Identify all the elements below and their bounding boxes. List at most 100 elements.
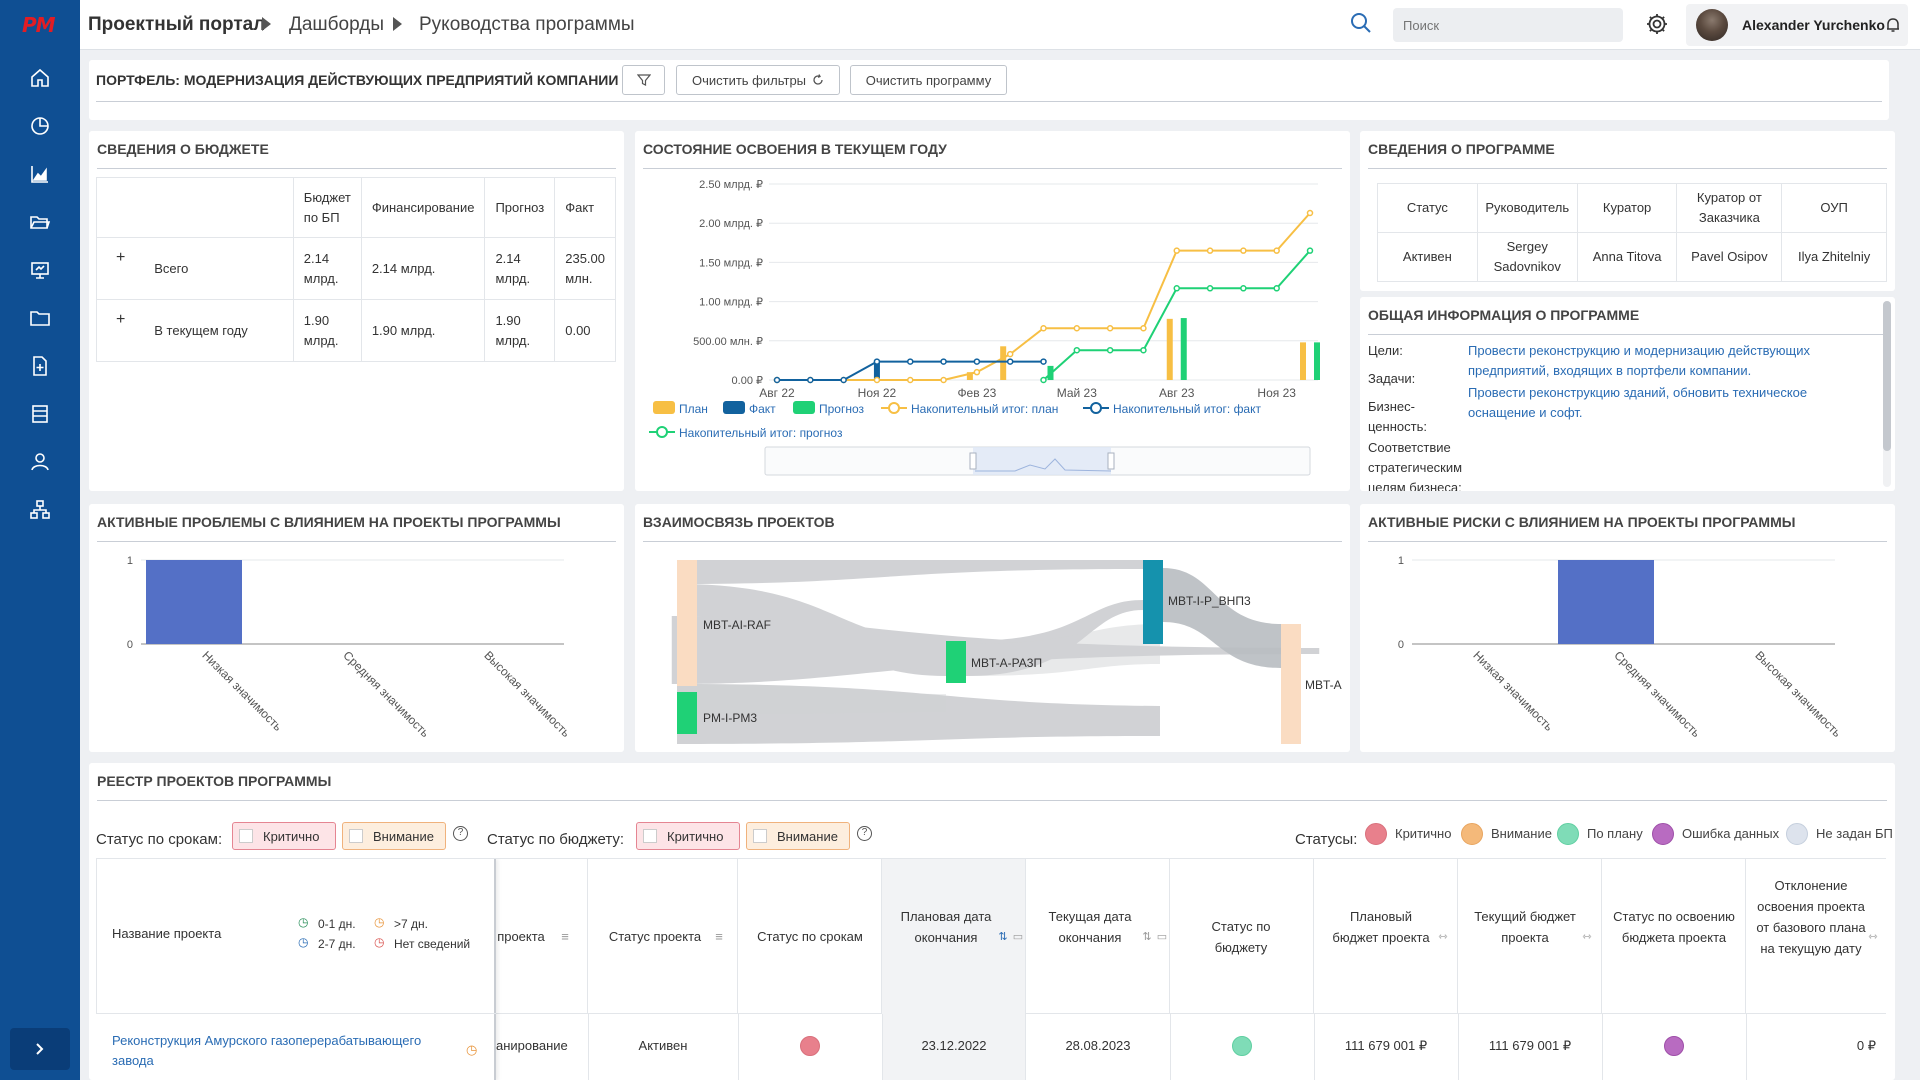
series-point[interactable]	[1106, 346, 1114, 354]
legend-label[interactable]: Прогноз	[819, 402, 865, 416]
sort-lines-icon[interactable]: ≡	[715, 929, 723, 944]
add-document-icon[interactable]	[28, 354, 52, 378]
column-header[interactable]: Отклонение освоения проекта от базового …	[1756, 878, 1866, 956]
presentation-icon[interactable]	[28, 258, 52, 282]
series-point[interactable]	[1306, 209, 1314, 217]
sort-lines-icon[interactable]: ≡	[561, 929, 569, 944]
expand-row-button[interactable]: +	[96, 237, 145, 300]
breadcrumb-portal[interactable]: Проектный портал	[88, 14, 266, 35]
search-icon[interactable]	[1350, 12, 1372, 34]
legend-swatch[interactable]	[793, 401, 815, 414]
legend-label[interactable]: Накопительный итог: факт	[1113, 402, 1261, 416]
sort-arrows-icon[interactable]: ⇅	[1142, 931, 1152, 943]
table-row[interactable]: анирование Активен 23.12.2022 28.08.2023…	[496, 1014, 1886, 1080]
folder-open-icon[interactable]	[28, 210, 52, 234]
series-point[interactable]	[1206, 285, 1214, 292]
series-point[interactable]	[1273, 247, 1280, 254]
series-point[interactable]	[1040, 358, 1047, 365]
user-menu[interactable]: Alexander Yurchenko	[1686, 4, 1908, 46]
series-point[interactable]	[1006, 358, 1014, 365]
pie-chart-icon[interactable]	[28, 114, 52, 138]
bar-plan[interactable]	[1300, 342, 1306, 380]
legend-marker[interactable]	[656, 426, 668, 438]
series-point[interactable]	[873, 358, 881, 365]
series-point[interactable]	[907, 358, 914, 365]
series-point[interactable]	[1073, 346, 1081, 354]
scrollbar[interactable]	[1883, 301, 1891, 487]
sankey-link[interactable]	[677, 560, 1143, 584]
column-header[interactable]: Статус по бюджету	[1211, 919, 1271, 955]
series-line[interactable]	[1042, 249, 1311, 381]
series-point[interactable]	[1040, 325, 1047, 332]
data-zoom-handle[interactable]	[969, 452, 977, 470]
sort-arrows-icon[interactable]: ⇅	[998, 931, 1008, 943]
bar[interactable]	[1558, 560, 1654, 644]
deadline-attention-checkbox[interactable]: Внимание	[342, 822, 446, 850]
legend-label[interactable]: Накопительный итог: план	[911, 402, 1058, 416]
deadline-critical-checkbox[interactable]: Критично	[232, 822, 336, 850]
sankey-link[interactable]	[1163, 568, 1281, 668]
legend-swatch[interactable]	[723, 401, 745, 414]
column-header[interactable]: Текущая дата окончания	[1048, 909, 1132, 945]
series-point[interactable]	[773, 376, 781, 384]
sankey-node[interactable]	[1281, 624, 1301, 744]
sankey-node[interactable]	[1143, 560, 1163, 644]
filter-range-icon[interactable]: ⇿	[1868, 931, 1878, 943]
series-point[interactable]	[840, 376, 847, 384]
column-header[interactable]: проекта	[497, 929, 545, 944]
user-icon[interactable]	[28, 450, 52, 474]
list-icon[interactable]	[28, 402, 52, 426]
series-point[interactable]	[1206, 247, 1214, 254]
calendar-icon[interactable]: ▭	[1012, 931, 1024, 943]
column-header[interactable]: Плановая дата окончания	[900, 909, 992, 945]
folder-icon[interactable]	[28, 306, 52, 330]
area-chart-icon[interactable]	[28, 162, 52, 186]
legend-marker[interactable]	[888, 402, 900, 414]
col-project-name[interactable]: Название проекта	[112, 926, 222, 941]
clear-filters-button[interactable]: Очистить фильтры	[676, 65, 840, 95]
expand-row-button[interactable]: +	[96, 299, 145, 362]
org-structure-icon[interactable]	[28, 498, 52, 522]
home-icon[interactable]	[28, 66, 52, 90]
legend-label[interactable]: Факт	[749, 402, 776, 416]
sankey-link[interactable]	[966, 624, 1160, 676]
series-point[interactable]	[873, 376, 881, 384]
series-point[interactable]	[1140, 346, 1147, 354]
series-point[interactable]	[1106, 325, 1114, 332]
series-line[interactable]	[777, 212, 1311, 381]
series-point[interactable]	[973, 358, 981, 365]
legend-swatch[interactable]	[653, 401, 675, 414]
legend-label[interactable]: Накопительный итог: прогноз	[679, 426, 843, 440]
series-point[interactable]	[940, 358, 947, 365]
series-point[interactable]	[1306, 247, 1314, 254]
series-point[interactable]	[1240, 285, 1247, 292]
column-header[interactable]: Статус по срокам	[757, 929, 863, 944]
series-point[interactable]	[807, 376, 814, 384]
help-icon[interactable]: ?	[453, 826, 468, 841]
series-point[interactable]	[1273, 285, 1280, 292]
bar-plan[interactable]	[1166, 318, 1173, 380]
legend-label[interactable]: План	[679, 402, 708, 416]
column-header[interactable]: Текущий бюджет проекта	[1474, 909, 1576, 945]
bar[interactable]	[146, 560, 242, 644]
series-point[interactable]	[1240, 247, 1247, 254]
series-point[interactable]	[1173, 247, 1180, 254]
sankey-node[interactable]	[946, 641, 966, 683]
expand-sidebar-button[interactable]	[10, 1028, 70, 1070]
clear-program-button[interactable]: Очистить программу	[850, 65, 1007, 95]
sankey-link[interactable]	[966, 600, 1143, 676]
column-header[interactable]: Статус по освоению бюджета проекта	[1613, 909, 1735, 945]
column-header[interactable]: Статус проекта	[608, 929, 702, 944]
series-point[interactable]	[907, 376, 914, 384]
series-point[interactable]	[1140, 325, 1147, 332]
series-point[interactable]	[1006, 350, 1014, 358]
bar-forecast[interactable]	[1180, 318, 1187, 380]
filter-button[interactable]	[622, 65, 665, 95]
breadcrumb-dashboards[interactable]: Дашборды	[289, 14, 384, 35]
bell-icon[interactable]	[1886, 17, 1900, 33]
search-input[interactable]	[1393, 8, 1623, 42]
calendar-icon[interactable]: ▭	[1156, 931, 1168, 943]
bar-forecast[interactable]	[1314, 342, 1320, 380]
column-header[interactable]: Плановый бюджет проекта	[1332, 909, 1430, 945]
sankey-link[interactable]	[677, 684, 1160, 744]
